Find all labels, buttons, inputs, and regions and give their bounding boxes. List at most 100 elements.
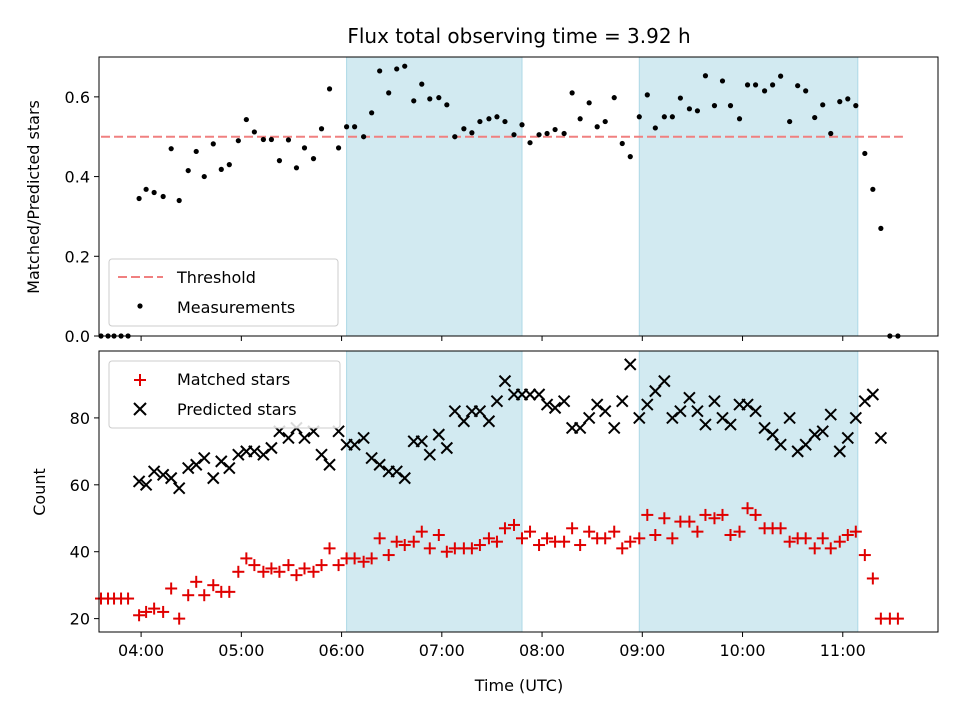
measurement-point: [820, 102, 826, 108]
top-shade-0: [346, 56, 523, 337]
measurement-point: [744, 82, 751, 88]
measurement-point: [752, 82, 759, 88]
measurement-point: [168, 146, 174, 152]
measurement-point: [419, 81, 425, 87]
star-count-points: [95, 358, 904, 625]
predicted-star-point: [582, 411, 596, 425]
predicted-star-point: [641, 398, 654, 411]
measurement-point: [469, 130, 475, 136]
predicted-star-point: [440, 441, 454, 455]
measurement-point: [436, 95, 442, 101]
predicted-star-point: [833, 445, 846, 458]
predicted-star-point: [824, 408, 837, 421]
matched-star-point: [749, 508, 762, 521]
predicted-star-point: [774, 438, 787, 451]
matched-star-point: [240, 552, 253, 565]
measurement-point: [669, 114, 675, 120]
measurement-point: [719, 78, 726, 84]
matched-star-point: [348, 552, 361, 565]
predicted-star-point: [315, 448, 328, 461]
legend-predicted-swatch: [133, 402, 147, 416]
measurement-point: [552, 126, 558, 133]
predicted-star-point: [708, 394, 721, 408]
x-tick-label: 10:00: [719, 641, 765, 660]
predicted-star-point: [691, 405, 704, 418]
measurement-point: [519, 122, 525, 128]
measurement-point: [377, 68, 383, 74]
matched-star-point: [198, 589, 211, 602]
matched-star-point: [608, 525, 621, 538]
predicted-star-point: [248, 445, 261, 458]
predicted-star-point: [724, 418, 737, 431]
measurement-point: [803, 88, 809, 94]
top-axes-frame: [98, 56, 939, 337]
matched-star-point: [683, 515, 696, 528]
measurement-point: [878, 225, 884, 231]
matched-star-point: [498, 522, 511, 535]
measurement-point: [561, 130, 567, 137]
matched-star-point: [315, 559, 328, 572]
measurement-point: [778, 73, 784, 79]
predicted-star-point: [766, 428, 779, 441]
measurement-point: [627, 154, 633, 160]
measurement-point: [727, 103, 734, 109]
measurement-points: [98, 63, 901, 339]
measurement-point: [343, 124, 350, 130]
predicted-star-point: [282, 431, 295, 445]
predicted-star-point: [373, 458, 386, 471]
bottom-shade-0: [346, 350, 523, 633]
predicted-star-point: [415, 435, 428, 448]
predicted-star-point: [147, 465, 161, 478]
matched-star-point: [824, 542, 837, 555]
predicted-star-point: [598, 405, 612, 418]
matched-star-point: [641, 508, 654, 521]
measurement-point: [335, 145, 342, 151]
measurement-point: [611, 95, 617, 101]
matched-star-point: [858, 549, 871, 562]
measurement-point: [369, 110, 375, 116]
matched-star-point: [783, 535, 796, 548]
measurement-point: [502, 118, 508, 125]
measurement-point: [862, 150, 868, 157]
chart-title: Flux total observing time = 3.92 h: [347, 24, 690, 48]
predicted-star-point: [616, 394, 629, 408]
measurement-point: [210, 141, 216, 147]
matched-star-point: [558, 535, 571, 548]
matched-star-point: [816, 532, 829, 545]
predicted-star-point: [816, 425, 829, 438]
predicted-star-point: [633, 411, 646, 425]
matched-star-point: [407, 535, 420, 548]
top-shade-1: [638, 56, 859, 337]
measurement-point: [787, 118, 793, 125]
top-legend: Threshold Measurements: [108, 258, 339, 327]
predicted-star-point: [808, 428, 821, 441]
matched-star-point: [533, 539, 546, 552]
matched-star-point: [716, 508, 729, 521]
measurement-point: [301, 145, 308, 151]
predicted-star-point: [432, 428, 446, 441]
matched-star-point: [799, 532, 812, 545]
bottom-y-axis-label: Count: [30, 468, 49, 516]
measurement-point: [386, 90, 392, 96]
matched-star-point: [699, 508, 712, 521]
matched-star-point: [223, 585, 236, 598]
matched-star-point: [133, 609, 146, 622]
predicted-star-point: [323, 458, 336, 471]
predicted-star-point: [540, 398, 554, 411]
predicted-star-point: [423, 448, 436, 461]
predicted-star-point: [532, 388, 546, 401]
measurement-point: [694, 108, 701, 114]
x-tick-label: 07:00: [419, 641, 465, 660]
predicted-star-point: [348, 438, 361, 451]
predicted-star-point: [699, 418, 712, 431]
measurement-point: [486, 116, 492, 122]
matched-star-point: [741, 502, 754, 515]
predicted-star-point: [624, 358, 637, 371]
measurement-point: [812, 114, 818, 121]
matched-star-point: [691, 525, 704, 538]
legend-matched-label: Matched stars: [177, 370, 290, 389]
measurement-point: [569, 90, 575, 96]
measurement-point: [143, 186, 149, 192]
x-tick-label: 08:00: [519, 641, 565, 660]
top-shaded-intervals: [346, 56, 859, 337]
